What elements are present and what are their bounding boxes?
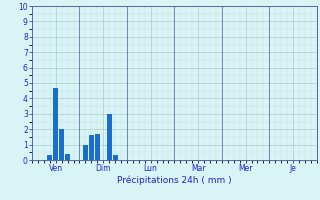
Bar <box>83 145 88 160</box>
Bar <box>53 88 58 160</box>
Bar <box>113 155 117 160</box>
Bar <box>59 129 64 160</box>
Bar <box>47 155 52 160</box>
Bar <box>89 135 94 160</box>
Bar <box>65 154 70 160</box>
X-axis label: Précipitations 24h ( mm ): Précipitations 24h ( mm ) <box>117 176 232 185</box>
Bar <box>95 134 100 160</box>
Bar <box>107 114 112 160</box>
